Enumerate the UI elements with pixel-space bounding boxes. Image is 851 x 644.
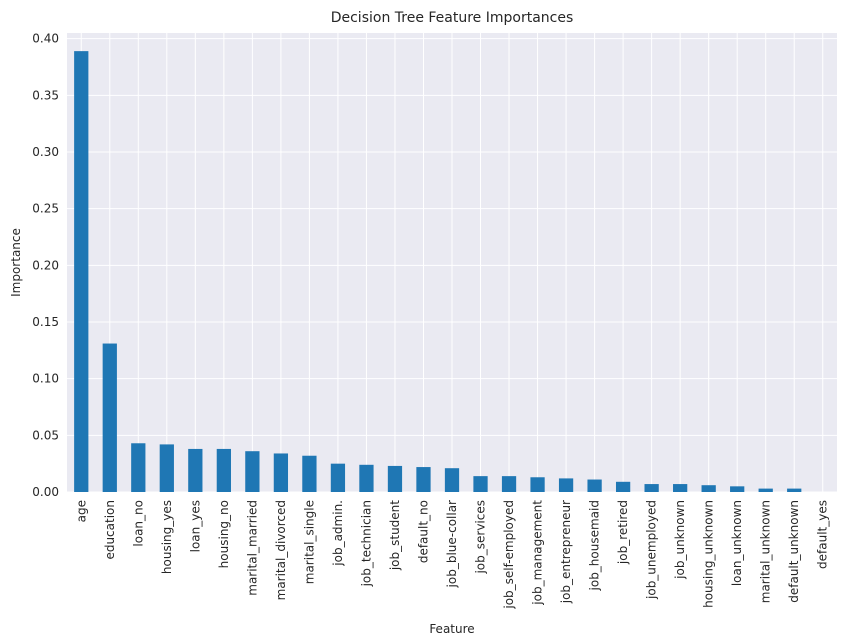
bar-loan-unknown (730, 486, 745, 492)
bar-job-services (473, 476, 488, 492)
y-tick-label: 0.25 (32, 202, 59, 216)
x-tick-label: default_unknown (787, 500, 801, 603)
x-tick-label: marital_single (302, 500, 316, 584)
y-tick-label: 0.15 (32, 315, 59, 329)
bar-job-blue-collar (444, 468, 460, 492)
bar-default-no (416, 467, 431, 492)
bar-marital-divorced (273, 453, 289, 492)
x-tick-label: marital_married (245, 500, 259, 596)
bar-job-student (387, 465, 403, 492)
bars (74, 51, 802, 493)
x-axis-label: Feature (429, 622, 474, 636)
chart-title: Decision Tree Feature Importances (331, 10, 574, 26)
x-tick-label: loan_no (131, 500, 145, 547)
x-tick-label: housing_yes (160, 500, 174, 574)
bar-job-entrepreneur (558, 478, 574, 492)
y-tick-label: 0.05 (32, 428, 59, 442)
bar-marital-single (302, 455, 317, 492)
bar-marital-unknown (758, 488, 773, 492)
y-tick-label: 0.30 (32, 145, 59, 159)
y-tick-label: 0.35 (32, 88, 59, 102)
y-tick-label: 0.10 (32, 372, 59, 386)
bar-job-management (530, 477, 545, 492)
bar-job-admin- (330, 463, 346, 492)
bar-education (102, 343, 117, 492)
x-tick-label: job_services (474, 500, 488, 575)
bar-job-unknown (673, 484, 688, 492)
bar-job-unemployed (644, 484, 659, 492)
x-tick-label: job_retired (616, 500, 630, 565)
x-tick-label: loan_unknown (730, 500, 744, 586)
x-tick-label: default_no (416, 500, 430, 563)
bar-job-technician (359, 464, 374, 492)
bar-loan-no (131, 443, 146, 492)
x-tick-label: job_entrepreneur (559, 500, 573, 604)
y-tick-label: 0.20 (32, 258, 59, 272)
x-axis-ticks: age education loan_no housing_yes loan_yes ho… (74, 500, 829, 610)
x-tick-label: housing_unknown (702, 500, 716, 608)
bar-job-housemaid (587, 479, 602, 492)
y-axis-label: Importance (9, 228, 23, 297)
x-tick-label: job_student (388, 500, 402, 571)
bar-loan-yes (188, 448, 203, 492)
bar-default-unknown (787, 488, 802, 492)
bar-housing-yes (159, 444, 174, 492)
x-tick-label: default_yes (816, 500, 830, 569)
x-tick-label: housing_no (217, 500, 231, 568)
bar-housing-unknown (701, 485, 716, 492)
x-tick-label: marital_divorced (274, 500, 288, 600)
x-tick-label: job_self-employed (502, 500, 516, 610)
x-tick-label: education (103, 500, 117, 560)
bar-job-self-employed (501, 476, 517, 492)
y-tick-label: 0.40 (32, 32, 59, 46)
bar-age (74, 51, 89, 493)
x-tick-label: job_management (531, 500, 545, 606)
y-tick-label: 0.00 (32, 485, 59, 499)
x-tick-label: job_admin. (331, 500, 345, 567)
x-tick-label: job_blue-collar (445, 500, 459, 589)
x-tick-label: job_technician (359, 500, 373, 587)
x-tick-label: job_unknown (673, 500, 687, 580)
y-axis-ticks: 0.00 0.05 0.10 0.15 0.20 0.25 0.30 0.35 0.40 (32, 32, 59, 499)
bar-job-retired (615, 481, 631, 492)
bar-housing-no (216, 448, 231, 492)
x-tick-label: age (74, 500, 88, 522)
x-tick-label: job_unemployed (645, 500, 659, 600)
x-tick-label: loan_yes (188, 500, 202, 552)
x-tick-label: job_housemaid (588, 500, 602, 591)
bar-marital-married (245, 451, 260, 492)
x-tick-label: marital_unknown (759, 500, 773, 603)
